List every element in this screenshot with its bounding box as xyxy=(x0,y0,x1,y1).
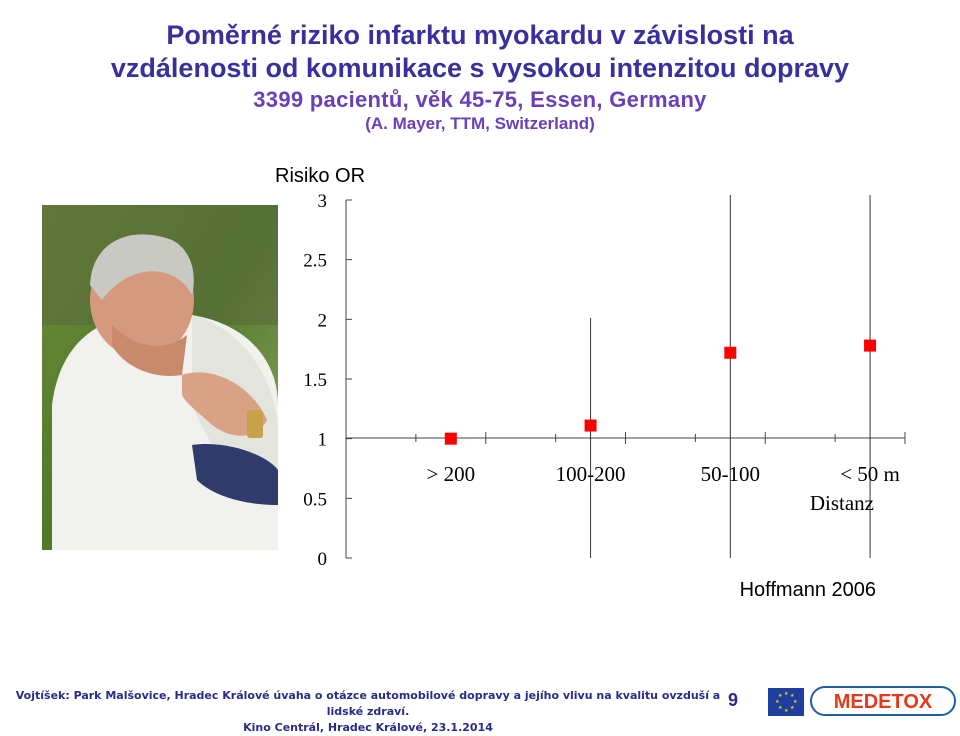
y-axis-ticks: 3 2.5 2 1.5 1 0.5 0 xyxy=(303,191,352,570)
y-tick-label: 0 xyxy=(318,549,328,570)
source-annotation: Hoffmann 2006 xyxy=(740,579,876,601)
svg-text:MEDETOX: MEDETOX xyxy=(834,691,933,713)
svg-text:★: ★ xyxy=(784,691,789,697)
svg-text:★: ★ xyxy=(790,693,795,699)
x-axis-ticks xyxy=(345,432,906,444)
subtitle-study: 3399 pacientů, věk 45-75, Essen, Germany xyxy=(253,87,707,112)
svg-text:★: ★ xyxy=(778,705,783,711)
title-line-1: Poměrné riziko infarktu myokardu v závis… xyxy=(166,20,794,50)
y-axis-title: Risiko OR xyxy=(275,165,365,187)
x-tick-label: > 200 xyxy=(427,462,476,486)
eu-flag-icon: ★ ★★ ★★★ ★★ xyxy=(768,688,804,716)
svg-text:★: ★ xyxy=(778,693,783,699)
subtitle-source: (A. Mayer, TTM, Switzerland) xyxy=(365,114,595,133)
svg-text:★: ★ xyxy=(784,708,789,714)
svg-text:★: ★ xyxy=(790,705,795,711)
y-tick-label: 2.5 xyxy=(303,251,327,272)
data-point xyxy=(724,346,737,359)
medetox-logo: MEDETOX xyxy=(810,686,956,716)
x-tick-label: 50-100 xyxy=(701,462,761,486)
svg-text:★: ★ xyxy=(775,699,780,705)
data-point xyxy=(864,339,877,352)
y-tick-label: 2 xyxy=(318,310,328,331)
data-point xyxy=(444,432,457,445)
y-tick-label: 0.5 xyxy=(303,489,327,510)
footer-line-2: Kino Centrál, Hradec Králové, 23.1.2014 xyxy=(243,721,493,734)
y-tick-label: 1 xyxy=(318,430,328,451)
x-tick-label: 100-200 xyxy=(556,462,626,486)
footer-text: Vojtíšek: Park Malšovice, Hradec Králové… xyxy=(8,688,728,736)
footer-line-1: Vojtíšek: Park Malšovice, Hradec Králové… xyxy=(15,689,721,718)
data-points xyxy=(444,339,877,445)
x-axis-title: Distanz xyxy=(810,491,874,515)
data-point xyxy=(584,419,597,432)
y-tick-label: 1.5 xyxy=(303,370,327,391)
x-tick-label: < 50 m xyxy=(840,462,900,486)
y-tick-label: 3 xyxy=(318,191,328,212)
x-axis-labels: > 200 100-200 50-100 < 50 m xyxy=(427,462,900,486)
title-line-2: vzdálenosti od komunikace s vysokou inte… xyxy=(110,53,850,83)
risk-chart: Risiko OR 3 2.5 2 1.5 1 0.5 0 > 200 100-200 50-1… xyxy=(275,165,906,601)
man-chest-pain-photo xyxy=(42,205,278,550)
svg-text:★: ★ xyxy=(793,699,798,705)
category-lines xyxy=(590,195,871,558)
page-number: 9 xyxy=(728,690,739,710)
